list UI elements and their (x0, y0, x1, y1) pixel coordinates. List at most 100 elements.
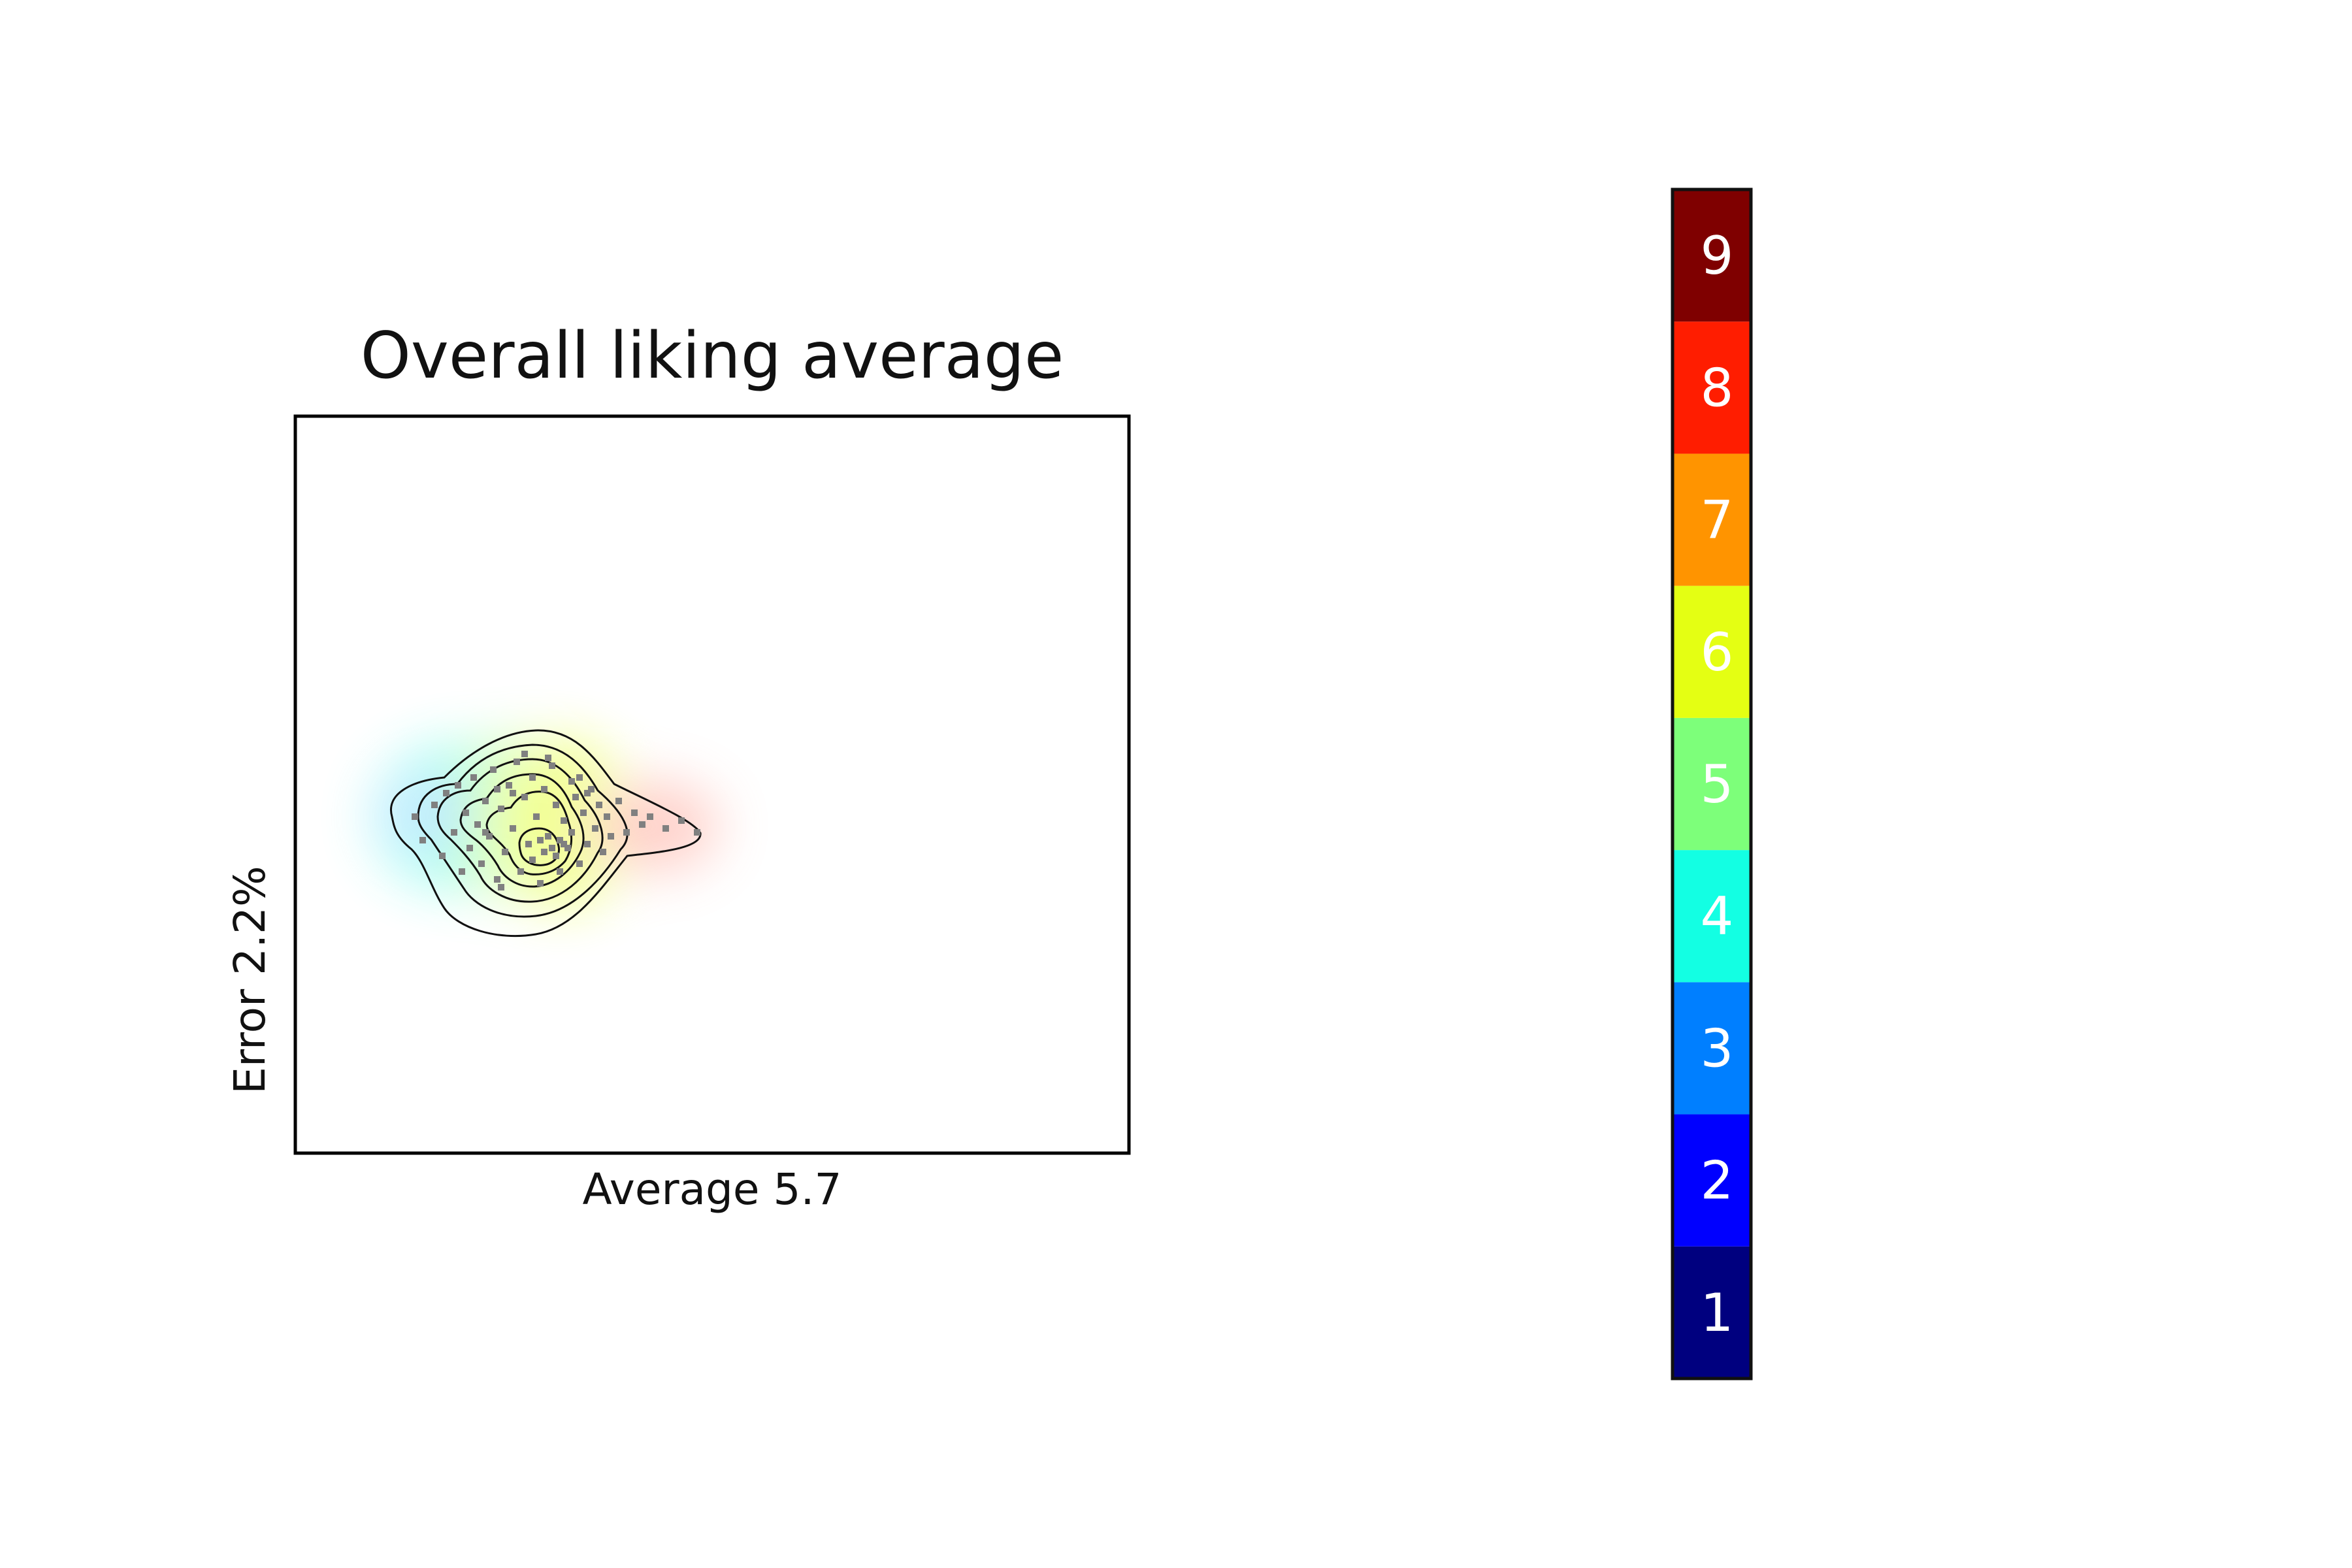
scatter-point (553, 802, 559, 808)
scatter-point (451, 829, 457, 836)
scatter-point (647, 813, 653, 820)
scatter-point (412, 813, 418, 820)
colorbar-segment-8 (1673, 321, 1751, 454)
chart-title: Overall liking average (360, 319, 1064, 393)
scatter-point (615, 798, 622, 804)
colorbar-label-6: 6 (1701, 622, 1734, 683)
scatter-point (549, 845, 555, 851)
scatter-point (561, 841, 567, 847)
plot-frame (293, 414, 1131, 1155)
colorbar: 1 2 3 4 5 6 7 8 9 (1671, 188, 1753, 1380)
scatter-point (490, 766, 497, 773)
scatter-point (639, 821, 645, 828)
scatter-point (463, 809, 469, 816)
scatter-point (459, 868, 465, 875)
scatter-point (541, 786, 547, 792)
scatter-point (510, 825, 516, 832)
scatter-point (588, 786, 595, 792)
scatter-point (514, 759, 520, 765)
scatter-point (572, 794, 579, 800)
scatter-point (584, 841, 591, 847)
scatter-point (529, 857, 536, 863)
scatter-point (545, 755, 551, 761)
scatter-point (521, 751, 528, 757)
colorbar-frame (1671, 188, 1753, 1380)
scatter-point (584, 790, 591, 796)
scatter-point (443, 790, 449, 796)
density-fill (372, 738, 719, 908)
scatter-point (623, 829, 630, 836)
scatter-point (537, 837, 544, 843)
colorbar-label-4: 4 (1701, 886, 1734, 947)
density-blob-red (588, 781, 719, 872)
contour-level-4 (459, 773, 585, 888)
scatter-point (694, 829, 700, 836)
scatter-point (549, 762, 555, 769)
colorbar-label-8: 8 (1701, 357, 1734, 418)
colorbar-label-5: 5 (1701, 754, 1734, 815)
scatter-point (439, 853, 446, 859)
colorbar-label-1: 1 (1701, 1282, 1734, 1343)
scatter-point (596, 802, 602, 808)
scatter-point (568, 778, 575, 785)
scatter-point (533, 813, 540, 820)
scatter-point (557, 868, 563, 875)
x-axis-label: Average 5.7 (582, 1164, 842, 1215)
colorbar-segment-3 (1673, 982, 1751, 1115)
colorbar-label-7: 7 (1701, 490, 1734, 551)
y-axis-label: Error 2.2% (225, 866, 275, 1094)
scatter-point (498, 806, 504, 812)
scatter-point (561, 817, 567, 824)
scatter-point (482, 798, 489, 804)
scatter-point (510, 790, 516, 796)
scatter-point (494, 786, 500, 792)
scatter-point (455, 782, 461, 789)
scatter-point (553, 853, 559, 859)
scatter-point (541, 849, 547, 855)
scatter-point (517, 868, 524, 875)
scatter-point (521, 794, 528, 800)
colorbar-label-3: 3 (1701, 1018, 1734, 1079)
scatter-point (580, 809, 587, 816)
contour-level-5 (485, 791, 572, 875)
scatter-point (494, 876, 500, 883)
colorbar-label-2: 2 (1701, 1151, 1734, 1211)
scatter-point (498, 884, 504, 890)
scatter-point (478, 860, 485, 867)
colorbar-segment-5 (1673, 717, 1751, 851)
scatter-point (576, 774, 583, 781)
colorbar-label-9: 9 (1701, 225, 1734, 286)
scatter-point (568, 829, 575, 836)
scatter-point (506, 782, 512, 789)
scatter-point (678, 817, 685, 824)
scatter-point (608, 833, 614, 840)
scatter-point (564, 845, 571, 851)
scatter-point (470, 774, 477, 781)
scatter-point (525, 841, 532, 847)
contour-level-2 (417, 743, 629, 918)
colorbar-segment-7 (1673, 453, 1751, 586)
colorbar-segment-1 (1673, 1246, 1751, 1379)
scatter-point (631, 809, 638, 816)
contour-level-1 (390, 729, 702, 938)
scatter-point (486, 833, 493, 840)
scatter-point (502, 849, 508, 855)
scatter-point (604, 813, 610, 820)
scatter-point (545, 833, 551, 840)
scatter-point (466, 845, 473, 851)
colorbar-segment-2 (1673, 1114, 1751, 1247)
scatter-points (412, 751, 700, 890)
scatter-point (576, 860, 583, 867)
scatter-point (482, 829, 489, 836)
scatter-point (529, 774, 536, 781)
scatter-point (592, 825, 598, 832)
colorbar-segment-6 (1673, 585, 1751, 718)
scatter-point (662, 825, 669, 832)
scatter-point (474, 821, 481, 828)
scatter-point (600, 849, 606, 855)
scatter-point (557, 837, 563, 843)
colorbar-segment-9 (1673, 189, 1751, 322)
colorbar-segment-4 (1673, 850, 1751, 983)
scatter-point (431, 802, 438, 808)
